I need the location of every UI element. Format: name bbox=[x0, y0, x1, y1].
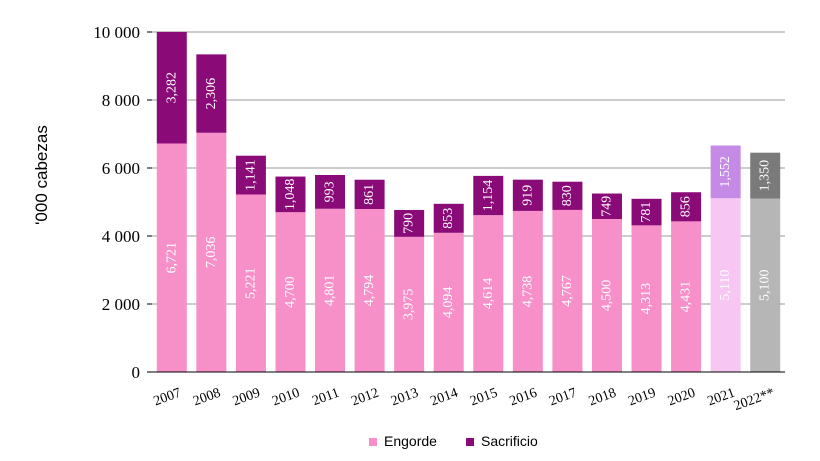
x-tick-label: 2012 bbox=[350, 386, 381, 410]
x-tick-label: 2018 bbox=[587, 386, 618, 410]
data-label-sacrificio: 1,141 bbox=[243, 159, 258, 191]
data-label-sacrificio: 861 bbox=[362, 184, 377, 205]
data-label-engorde: 4,614 bbox=[481, 278, 496, 310]
data-label-sacrificio: 1,048 bbox=[283, 179, 298, 211]
data-label-sacrificio: 749 bbox=[599, 196, 614, 217]
legend-label-sacrificio: Sacrificio bbox=[481, 433, 538, 449]
data-label-sacrificio: 1,154 bbox=[481, 180, 496, 212]
data-label-engorde: 4,801 bbox=[323, 275, 338, 307]
bar-sacrificio bbox=[671, 192, 702, 222]
bar-sacrificio bbox=[512, 179, 543, 211]
bar-sacrificio bbox=[394, 209, 425, 237]
y-tick-label: 0 bbox=[132, 363, 141, 382]
data-label-sacrificio: 853 bbox=[441, 208, 456, 229]
data-label-sacrificio: 2,306 bbox=[204, 78, 219, 110]
bars bbox=[156, 31, 781, 372]
x-tick-label: 2009 bbox=[231, 386, 262, 410]
legend: Engorde Sacrificio bbox=[369, 433, 538, 449]
bar-sacrificio bbox=[591, 193, 622, 219]
bar-engorde bbox=[671, 221, 702, 372]
data-label-sacrificio: 993 bbox=[323, 181, 338, 202]
value-labels: 6,721 3,282 7,036 2,306 5,221 1,141 4,700 1,048… bbox=[164, 72, 772, 320]
bar-sacrificio bbox=[354, 179, 385, 210]
data-label-engorde: 4,094 bbox=[441, 287, 456, 319]
data-label-engorde: 4,431 bbox=[679, 281, 694, 313]
data-label-engorde: 3,975 bbox=[402, 289, 417, 321]
data-label-engorde: 4,738 bbox=[520, 276, 535, 308]
bar-sacrificio bbox=[156, 31, 187, 144]
bar-sacrificio bbox=[315, 175, 346, 209]
x-tick-label: 2021 bbox=[706, 386, 737, 410]
data-label-sacrificio: 790 bbox=[402, 213, 417, 234]
bar-engorde bbox=[196, 132, 227, 372]
x-tick-label: 2013 bbox=[389, 386, 420, 410]
x-tick-label: 2010 bbox=[270, 386, 301, 410]
x-tick-label: 2008 bbox=[191, 386, 222, 410]
x-tick-label: 2016 bbox=[508, 386, 539, 410]
bar-sacrificio bbox=[750, 152, 781, 199]
x-tick-label: 2022** bbox=[732, 386, 777, 414]
bar-engorde bbox=[750, 198, 781, 372]
data-label-sacrificio: 3,282 bbox=[164, 72, 179, 104]
data-label-engorde: 4,500 bbox=[599, 280, 614, 312]
x-tick-label: 2019 bbox=[626, 386, 657, 410]
bar-engorde bbox=[591, 219, 622, 372]
y-tick-label: 2 000 bbox=[102, 295, 140, 314]
x-tick-label: 2011 bbox=[310, 386, 341, 409]
bar-engorde bbox=[512, 210, 543, 372]
legend-swatch-engorde bbox=[369, 438, 377, 446]
bar-sacrificio bbox=[710, 145, 741, 199]
bar-engorde bbox=[710, 198, 741, 372]
bar-engorde bbox=[354, 209, 385, 372]
data-label-sacrificio: 919 bbox=[520, 185, 535, 206]
data-label-engorde: 7,036 bbox=[204, 237, 219, 269]
bar-sacrificio bbox=[235, 155, 266, 195]
bar-sacrificio bbox=[196, 54, 227, 133]
x-tick-label: 2020 bbox=[666, 386, 697, 410]
data-label-sacrificio: 1,350 bbox=[758, 160, 773, 192]
data-label-sacrificio: 1,552 bbox=[718, 156, 733, 188]
bar-sacrificio bbox=[433, 203, 464, 233]
bar-sacrificio bbox=[275, 176, 306, 213]
y-axis-label: '000 cabezas bbox=[32, 125, 51, 225]
x-tick-label: 2007 bbox=[152, 386, 183, 410]
y-tick-label: 10 000 bbox=[93, 23, 140, 42]
bar-sacrificio bbox=[552, 181, 583, 210]
bar-engorde bbox=[156, 143, 187, 372]
y-axis-ticks: 0 2 000 4 000 6 000 8 000 10 000 bbox=[93, 23, 152, 382]
data-label-sacrificio: 781 bbox=[639, 202, 654, 223]
y-tick-label: 8 000 bbox=[102, 91, 140, 110]
data-label-engorde: 5,100 bbox=[758, 270, 773, 302]
y-tick-label: 4 000 bbox=[102, 227, 140, 246]
data-label-engorde: 4,794 bbox=[362, 275, 377, 307]
bar-engorde bbox=[552, 209, 583, 372]
bar-engorde bbox=[315, 208, 346, 372]
legend-label-engorde: Engorde bbox=[384, 433, 437, 449]
data-label-engorde: 5,110 bbox=[718, 270, 733, 301]
bar-engorde bbox=[473, 215, 504, 372]
y-tick-label: 6 000 bbox=[102, 159, 140, 178]
bar-sacrificio bbox=[473, 175, 504, 216]
bar-engorde bbox=[433, 232, 464, 372]
bar-engorde bbox=[394, 236, 425, 372]
data-label-engorde: 5,221 bbox=[243, 267, 258, 299]
x-tick-label: 2015 bbox=[468, 386, 499, 410]
bar-engorde bbox=[275, 212, 306, 372]
data-label-sacrificio: 830 bbox=[560, 185, 575, 206]
data-label-engorde: 4,767 bbox=[560, 275, 575, 307]
data-label-engorde: 4,700 bbox=[283, 276, 298, 308]
x-axis-ticks: 2007 2008 2009 2010 2011 2012 2013 2014 2015 2016… bbox=[152, 386, 777, 414]
legend-swatch-sacrificio bbox=[466, 438, 474, 446]
bar-engorde bbox=[235, 194, 266, 372]
x-tick-label: 2017 bbox=[547, 386, 578, 410]
data-label-engorde: 6,721 bbox=[164, 242, 179, 274]
bar-engorde bbox=[631, 225, 662, 372]
data-label-sacrificio: 856 bbox=[679, 196, 694, 217]
bar-sacrificio bbox=[631, 198, 662, 226]
data-label-engorde: 4,313 bbox=[639, 283, 654, 315]
x-tick-label: 2014 bbox=[429, 386, 460, 410]
